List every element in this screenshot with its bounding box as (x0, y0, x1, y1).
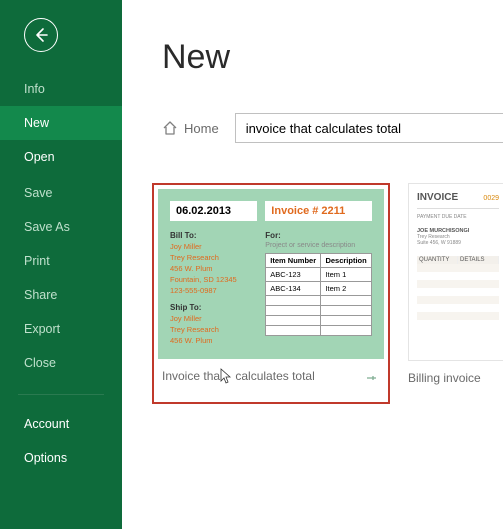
sidebar-item-share[interactable]: Share (0, 278, 122, 312)
template-gallery: 06.02.2013 Bill To: Joy Miller Trey Rese… (152, 183, 503, 404)
sidebar-item-print[interactable]: Print (0, 244, 122, 278)
back-button[interactable] (24, 18, 58, 52)
thumb-invoice-number: Invoice # 2211 (265, 201, 372, 221)
thumb-table: Item Number Description ABC-123Item 1 AB… (265, 253, 372, 336)
thumb-td (266, 306, 321, 316)
thumb-td: Item 1 (321, 268, 372, 282)
back-arrow-icon (32, 26, 50, 44)
thumb-td (321, 316, 372, 326)
cursor-icon (220, 368, 232, 384)
sidebar-item-new[interactable]: New (0, 106, 122, 140)
template-search-input[interactable] (235, 113, 503, 143)
thumb-td (266, 296, 321, 306)
thumb-td: ABC-134 (266, 282, 321, 296)
template-card-invoice-calculates-total[interactable]: 06.02.2013 Bill To: Joy Miller Trey Rese… (152, 183, 390, 404)
thumb-billto-line: 456 W. Plum (170, 264, 257, 273)
template-thumbnail: INVOICE 0029 PAYMENT DUE DATE JOE MURCHI… (408, 183, 503, 361)
sidebar-item-info[interactable]: Info (0, 72, 122, 106)
thumb-td (321, 306, 372, 316)
template-caption: Billing invoice (408, 361, 503, 385)
back-area (0, 0, 122, 66)
thumb-date: 06.02.2013 (170, 201, 257, 221)
thumb-shipto-label: Ship To: (170, 303, 257, 312)
home-label: Home (184, 121, 219, 136)
sidebar-item-options[interactable]: Options (0, 441, 122, 475)
page-title: New (162, 38, 503, 77)
thumb-shipto-line: Trey Research (170, 325, 257, 334)
pin-icon[interactable] (364, 371, 378, 388)
sidebar-item-close[interactable]: Close (0, 346, 122, 380)
sidebar-item-save[interactable]: Save (0, 176, 122, 210)
sidebar-divider (18, 394, 104, 395)
sidebar-item-account[interactable]: Account (0, 407, 122, 441)
thumb-th: Description (321, 254, 372, 268)
thumb-td (266, 316, 321, 326)
sidebar-item-open[interactable]: Open (0, 140, 122, 174)
sidebar-menu: Info New Open Save Save As Print Share E… (0, 72, 122, 380)
thumb2-title: INVOICE (417, 192, 458, 203)
sidebar-item-saveas[interactable]: Save As (0, 210, 122, 244)
thumb-billto-line: Trey Research (170, 253, 257, 262)
thumb-shipto-line: 456 W. Plum (170, 336, 257, 345)
thumb-shipto-line: Joy Miller (170, 314, 257, 323)
thumb-td: ABC-123 (266, 268, 321, 282)
thumb-td (266, 326, 321, 336)
backstage-sidebar: Info New Open Save Save As Print Share E… (0, 0, 122, 529)
thumb-td (321, 296, 372, 306)
thumb-billto-line: Joy Miller (170, 242, 257, 251)
search-row: Home (162, 113, 503, 143)
thumb2-num: 0029 (483, 195, 499, 202)
thumb-for-label: For: (265, 231, 372, 240)
home-icon (162, 120, 178, 136)
thumb-td: Item 2 (321, 282, 372, 296)
template-thumbnail: 06.02.2013 Bill To: Joy Miller Trey Rese… (158, 189, 384, 359)
thumb-for-desc: Project or service description (265, 242, 372, 249)
template-card-billing-invoice[interactable]: INVOICE 0029 PAYMENT DUE DATE JOE MURCHI… (408, 183, 503, 404)
thumb-billto-line: 123-555-0987 (170, 286, 257, 295)
sidebar-item-export[interactable]: Export (0, 312, 122, 346)
thumb-billto-label: Bill To: (170, 231, 257, 240)
home-button[interactable]: Home (162, 120, 219, 136)
template-caption: Invoice tha calculates total (158, 359, 384, 398)
main-area: New Home 06.02.2013 Bill To: Joy Miller … (122, 0, 503, 529)
thumb-th: Item Number (266, 254, 321, 268)
thumb-billto-line: Fountain, SD 12345 (170, 275, 257, 284)
thumb-td (321, 326, 372, 336)
